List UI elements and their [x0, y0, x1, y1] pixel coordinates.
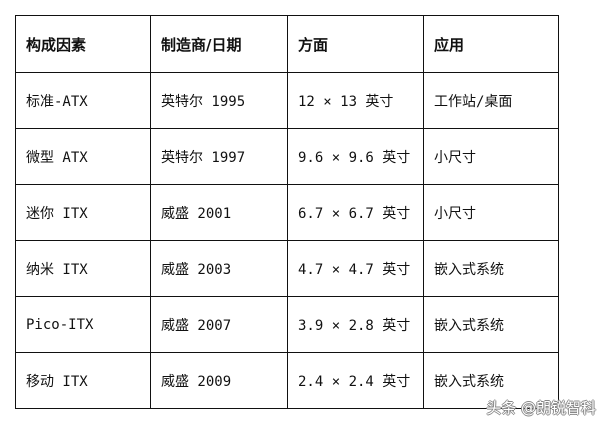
table-cell: 迷你 ITX [15, 184, 151, 241]
form-factor-table: 构成因素 制造商/日期 方面 应用 标准-ATX 英特尔 1995 12 × 13 … [15, 15, 559, 409]
header-row: 构成因素 制造商/日期 方面 应用 [15, 15, 559, 73]
table-cell: 嵌入式系统 [423, 296, 559, 353]
table-cell: 4.7 × 4.7 英寸 [287, 240, 424, 297]
table-cell: 嵌入式系统 [423, 240, 559, 297]
table-cell: 嵌入式系统 [423, 352, 559, 409]
header-cell: 构成因素 [15, 15, 151, 73]
table-cell: 英特尔 1995 [150, 72, 288, 129]
table-cell: 2.4 × 2.4 英寸 [287, 352, 424, 409]
header-cell: 制造商/日期 [150, 15, 288, 73]
table-cell: 6.7 × 6.7 英寸 [287, 184, 424, 241]
table-cell: 威盛 2003 [150, 240, 288, 297]
table-cell: 威盛 2001 [150, 184, 288, 241]
table-row: 纳米 ITX 威盛 2003 4.7 × 4.7 英寸 嵌入式系统 [15, 240, 559, 297]
table-row: Pico-ITX 威盛 2007 3.9 × 2.8 英寸 嵌入式系统 [15, 296, 559, 353]
table-row: 标准-ATX 英特尔 1995 12 × 13 英寸 工作站/桌面 [15, 72, 559, 129]
table-cell: 3.9 × 2.8 英寸 [287, 296, 424, 353]
table-cell: 微型 ATX [15, 128, 151, 185]
table-cell: 工作站/桌面 [423, 72, 559, 129]
table-cell: 12 × 13 英寸 [287, 72, 424, 129]
table-cell: 英特尔 1997 [150, 128, 288, 185]
table-cell: 小尺寸 [423, 128, 559, 185]
table-row: 迷你 ITX 威盛 2001 6.7 × 6.7 英寸 小尺寸 [15, 184, 559, 241]
table-row: 微型 ATX 英特尔 1997 9.6 × 9.6 英寸 小尺寸 [15, 128, 559, 185]
table-cell: 9.6 × 9.6 英寸 [287, 128, 424, 185]
header-cell: 方面 [287, 15, 424, 73]
table-cell: 标准-ATX [15, 72, 151, 129]
table-cell: 移动 ITX [15, 352, 151, 409]
table-cell: 小尺寸 [423, 184, 559, 241]
table-cell: Pico-ITX [15, 296, 151, 353]
header-cell: 应用 [423, 15, 559, 73]
table-row: 移动 ITX 威盛 2009 2.4 × 2.4 英寸 嵌入式系统 [15, 352, 559, 409]
table-cell: 威盛 2009 [150, 352, 288, 409]
watermark: 头条 @朗锐智科 [486, 399, 596, 417]
table-cell: 威盛 2007 [150, 296, 288, 353]
table-cell: 纳米 ITX [15, 240, 151, 297]
